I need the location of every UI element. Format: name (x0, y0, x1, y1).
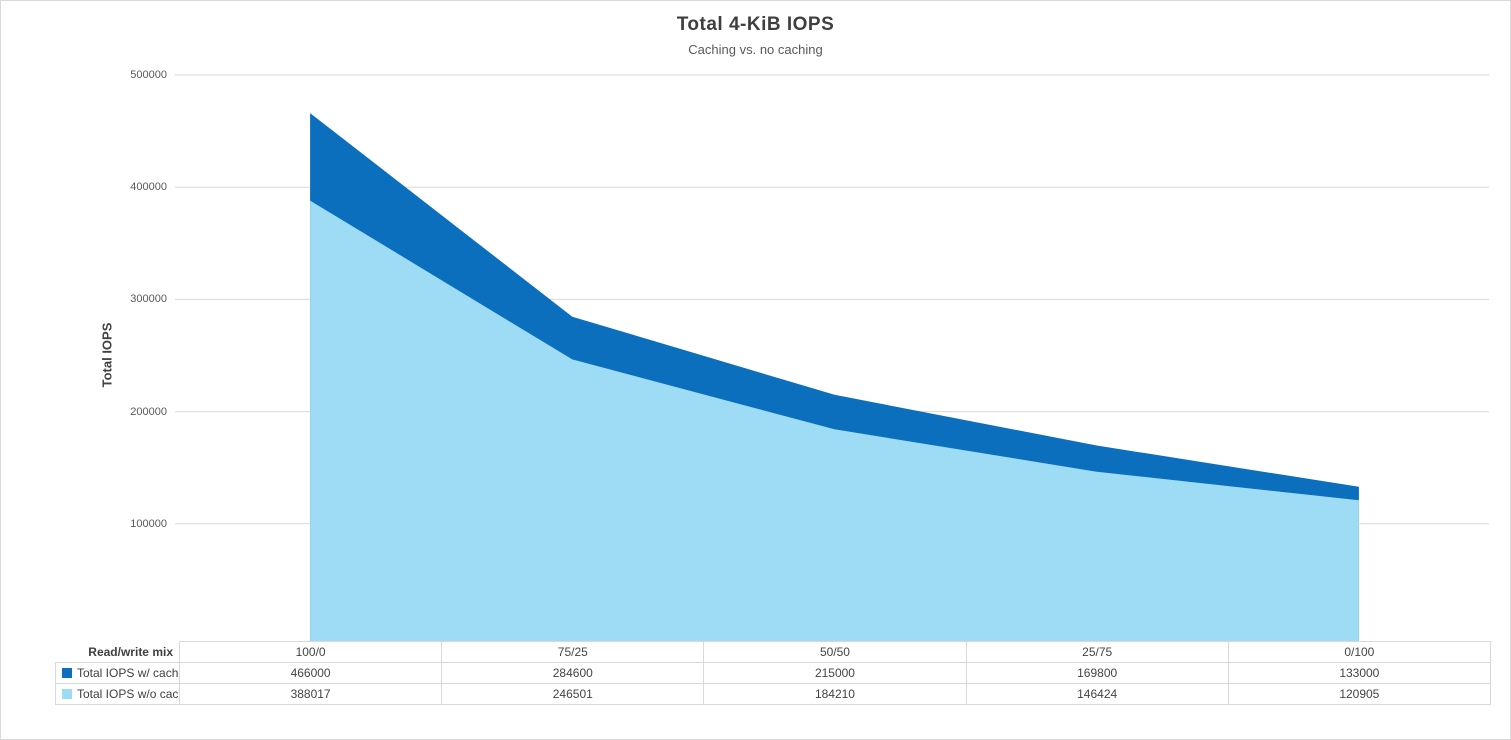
series-value-cell: 388017 (178, 683, 443, 705)
series-name-cell: Total IOPS w/o cache (55, 683, 180, 705)
series-value-cell: 120905 (1227, 683, 1491, 705)
table-row-series: Total IOPS w/o cache38801724650118421014… (55, 683, 1491, 705)
series-value-cell: 184210 (703, 683, 967, 705)
legend-label: Total IOPS w/ cache (77, 666, 180, 680)
legend-swatch-with-cache (62, 668, 72, 678)
legend-label: Total IOPS w/o cache (77, 687, 179, 701)
category-label: 25/75 (965, 641, 1229, 663)
series-value-cell: 146424 (965, 683, 1229, 705)
series-name-cell: Total IOPS w/ cache (55, 662, 180, 684)
category-label: 0/100 (1227, 641, 1491, 663)
category-label: 50/50 (703, 641, 967, 663)
area-series-without-cache (310, 200, 1359, 641)
x-axis-title: Read/write mix (88, 644, 173, 659)
chart-data-table: Read/write mix 100/0 75/25 50/50 25/75 0/100 T… (55, 641, 1491, 705)
y-tick-label: 400000 (130, 181, 167, 194)
table-row-read-write-mix: Read/write mix 100/0 75/25 50/50 25/75 0/100 (56, 641, 1491, 663)
series-value-cell: 169800 (965, 662, 1229, 684)
table-row-series: Total IOPS w/ cache 466000 284600 215000 169… (55, 662, 1491, 684)
y-tick-label: 500000 (130, 69, 167, 81)
series-value-cell: 466000 (178, 662, 443, 684)
y-tick-label: 100000 (130, 517, 167, 530)
chart-subtitle: Caching vs. no caching (688, 42, 823, 57)
category-label: 75/25 (441, 641, 705, 663)
chart-title: Total 4-KiB IOPS (676, 14, 835, 35)
series-value-cell: 246501 (441, 683, 705, 705)
legend-swatch-without-cache (62, 689, 72, 699)
series-value-cell: 133000 (1227, 662, 1491, 684)
y-tick-label: 200000 (130, 405, 167, 418)
series-value-cell: 215000 (703, 662, 967, 684)
category-label: 100/0 (178, 641, 443, 663)
series-value-cell: 284600 (441, 662, 705, 684)
y-tick-label: 300000 (130, 293, 167, 306)
